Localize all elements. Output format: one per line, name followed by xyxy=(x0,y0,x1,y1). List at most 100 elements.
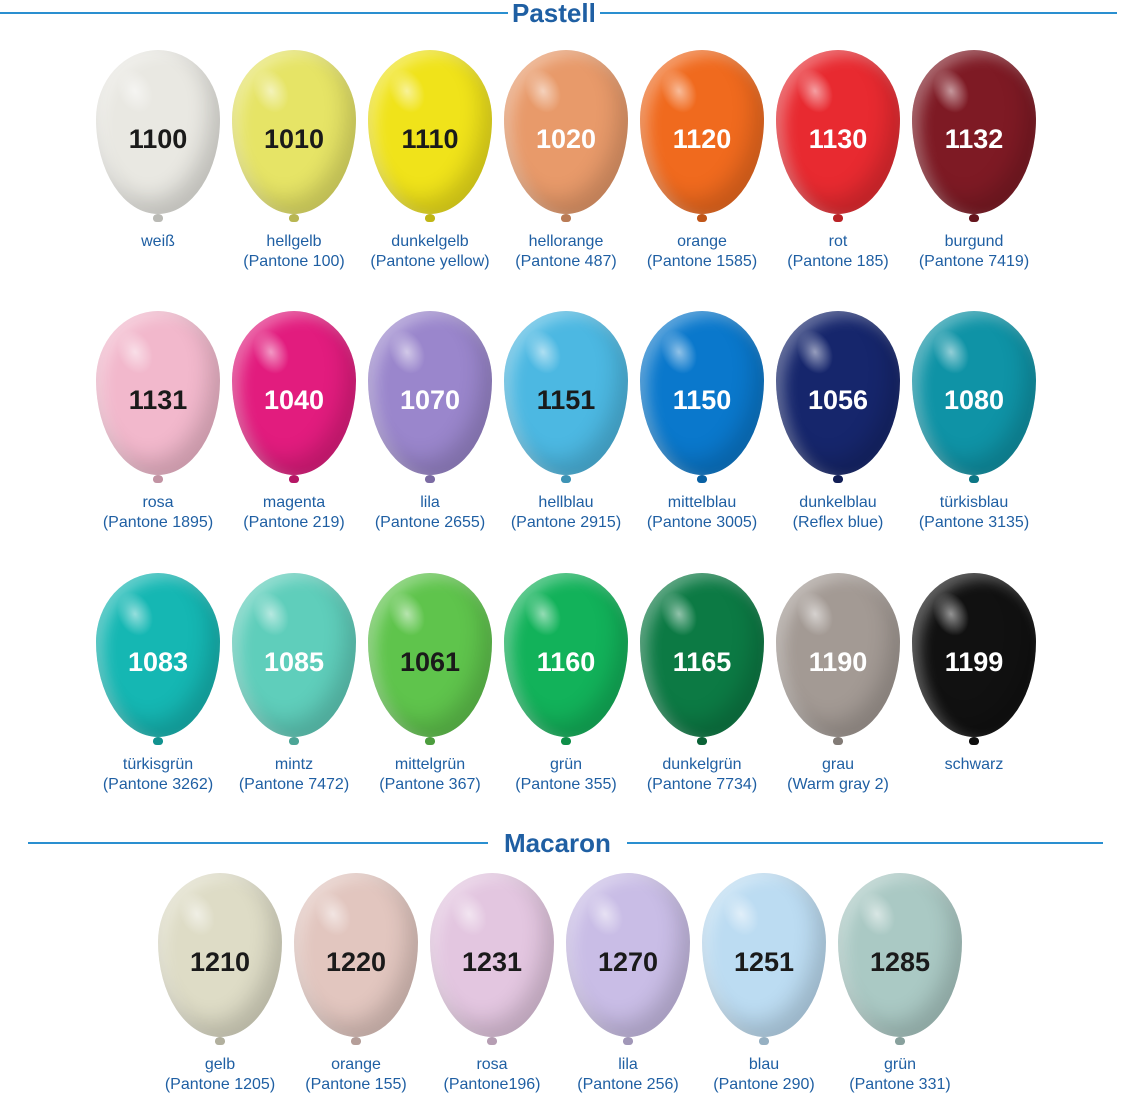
balloon-shape xyxy=(158,873,282,1037)
pantone-reference: (Pantone 1585) xyxy=(646,253,758,270)
balloon-swatch: 1020 hellorange (Pantone 487) xyxy=(498,50,634,290)
section-divider-right xyxy=(599,12,1117,14)
balloon-label: hellorange (Pantone 487) xyxy=(484,232,648,272)
pantone-reference: (Pantone 367) xyxy=(379,776,481,793)
balloon-code: 1285 xyxy=(869,947,931,977)
color-name: hellorange xyxy=(528,233,604,250)
balloon-label: schwarz xyxy=(892,755,1056,775)
pantone-reference: (Pantone 7419) xyxy=(918,253,1030,270)
balloon-code: 1070 xyxy=(399,385,461,415)
balloon-knot xyxy=(215,1037,225,1045)
balloon-code: 1251 xyxy=(733,947,795,977)
balloon-code: 1151 xyxy=(536,385,596,415)
balloon-code: 1085 xyxy=(263,647,325,677)
pantone-reference: (Pantone 2655) xyxy=(374,514,486,531)
balloon-swatch: 1210 gelb (Pantone 1205) xyxy=(152,873,288,1113)
balloon-knot xyxy=(425,214,435,222)
section-title: Pastell xyxy=(512,0,596,28)
section-title: Macaron xyxy=(504,828,611,858)
balloon-code: 1080 xyxy=(943,385,1005,415)
color-name: dunkelblau xyxy=(799,494,877,511)
balloon-code: 1020 xyxy=(535,124,597,154)
balloon-code: 1199 xyxy=(944,647,1004,677)
balloon-swatch: 1083 türkisgrün (Pantone 3262) xyxy=(90,573,226,813)
pantone-reference: (Pantone 3135) xyxy=(918,514,1030,531)
balloon-code: 1010 xyxy=(263,124,325,154)
balloon-knot xyxy=(561,475,571,483)
balloon-swatch: 1220 orange (Pantone 155) xyxy=(288,873,424,1113)
balloon-knot xyxy=(289,475,299,483)
balloon-knot xyxy=(561,214,571,222)
balloon-swatch: 1199 schwarz xyxy=(906,573,1042,813)
color-name: dunkelgelb xyxy=(391,233,469,250)
balloon-knot xyxy=(289,737,299,745)
balloon-swatch: 1080 türkisblau (Pantone 3135) xyxy=(906,311,1042,551)
pantone-reference: (Pantone 219) xyxy=(243,514,345,531)
balloon-shape xyxy=(912,50,1036,214)
pantone-reference: (Pantone 2915) xyxy=(510,514,622,531)
balloon-code: 1120 xyxy=(672,124,732,154)
balloon-label: orange (Pantone 1585) xyxy=(620,232,784,272)
balloon-code: 1083 xyxy=(127,647,189,677)
color-name: rosa xyxy=(476,1056,508,1073)
balloon-label: grün (Pantone 331) xyxy=(818,1055,982,1095)
balloon-swatch: 1151 hellblau (Pantone 2915) xyxy=(498,311,634,551)
color-name: mittelblau xyxy=(667,494,737,511)
balloon-shape xyxy=(96,573,220,737)
balloon-knot xyxy=(623,1037,633,1045)
pantone-reference: (Pantone 1205) xyxy=(164,1076,276,1093)
balloon-shape xyxy=(566,873,690,1037)
balloon-code: 1056 xyxy=(807,385,869,415)
balloon-shape xyxy=(776,573,900,737)
balloon-swatch: 1251 blau (Pantone 290) xyxy=(696,873,832,1113)
balloon-shape xyxy=(640,311,764,475)
balloon-label: dunkelblau (Reflex blue) xyxy=(756,493,920,533)
balloon-label: grün (Pantone 355) xyxy=(484,755,648,795)
color-name: hellgelb xyxy=(266,233,322,250)
color-name: lila xyxy=(618,1056,638,1073)
balloon-shape xyxy=(96,311,220,475)
pantone-reference: (Pantone 331) xyxy=(849,1076,951,1093)
balloon-code: 1150 xyxy=(672,385,732,415)
balloon-swatch: 1132 burgund (Pantone 7419) xyxy=(906,50,1042,290)
balloon-shape xyxy=(838,873,962,1037)
balloon-knot xyxy=(697,737,707,745)
balloon-code: 1210 xyxy=(189,947,251,977)
pantone-reference: (Pantone yellow) xyxy=(370,253,490,270)
balloon-code: 1231 xyxy=(461,947,523,977)
balloon-knot xyxy=(969,214,979,222)
balloon-label: magenta (Pantone 219) xyxy=(212,493,376,533)
balloon-shape xyxy=(368,311,492,475)
color-name: weiß xyxy=(141,233,175,250)
balloon-shape xyxy=(504,573,628,737)
balloon-code: 1190 xyxy=(808,647,868,677)
pantone-reference: (Pantone 7734) xyxy=(646,776,758,793)
balloon-swatch: 1040 magenta (Pantone 219) xyxy=(226,311,362,551)
balloon-label: orange (Pantone 155) xyxy=(274,1055,438,1095)
balloon-label: mittelblau (Pantone 3005) xyxy=(620,493,784,533)
pantone-reference: (Pantone 7472) xyxy=(238,776,350,793)
color-name: schwarz xyxy=(944,756,1004,773)
section-divider-left xyxy=(28,842,488,844)
balloon-swatch: 1110 dunkelgelb (Pantone yellow) xyxy=(362,50,498,290)
balloon-swatch: 1160 grün (Pantone 355) xyxy=(498,573,634,813)
balloon-shape xyxy=(232,311,356,475)
pantone-reference: (Pantone 1895) xyxy=(102,514,214,531)
section-header-pastell: Pastell xyxy=(0,0,1121,26)
pantone-reference: (Pantone 155) xyxy=(305,1076,407,1093)
pantone-reference: (Reflex blue) xyxy=(792,514,884,531)
balloon-swatch: 1085 mintz (Pantone 7472) xyxy=(226,573,362,813)
balloon-label: hellgelb (Pantone 100) xyxy=(212,232,376,272)
pantone-reference: (Pantone 290) xyxy=(713,1076,815,1093)
pantone-reference: (Pantone 100) xyxy=(243,253,345,270)
color-name: orange xyxy=(677,233,727,250)
balloon-shape xyxy=(294,873,418,1037)
balloon-shape xyxy=(504,50,628,214)
color-name: gelb xyxy=(204,1056,236,1073)
balloon-shape xyxy=(232,50,356,214)
balloon-shape xyxy=(640,573,764,737)
balloon-knot xyxy=(351,1037,361,1045)
pantone-reference: (Pantone 3262) xyxy=(102,776,214,793)
color-name: magenta xyxy=(262,494,326,511)
balloon-label: grau (Warm gray 2) xyxy=(756,755,920,795)
